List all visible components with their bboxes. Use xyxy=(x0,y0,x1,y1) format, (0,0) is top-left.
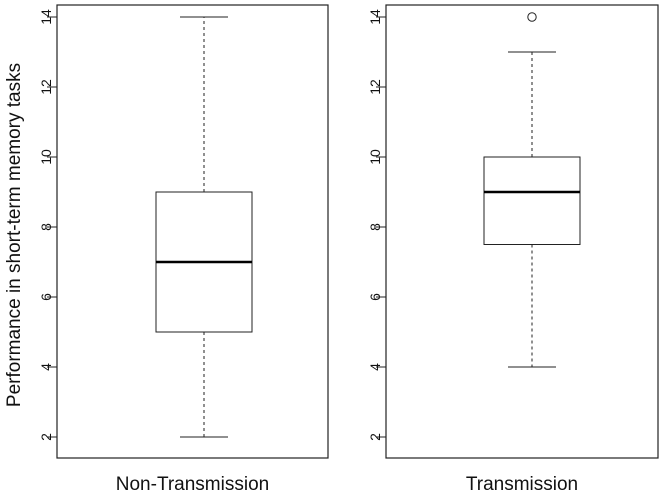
x-axis-label: Non-Transmission xyxy=(116,474,269,492)
panel-transmission: 2 4 6 8 10 12 14 Transmission xyxy=(367,4,659,492)
y-tick-label: 10 xyxy=(367,149,383,165)
y-tick-label: 8 xyxy=(38,223,54,231)
y-tick-label: 2 xyxy=(367,433,383,441)
y-tick-label: 8 xyxy=(367,223,383,231)
y-axis-label: Performance in short-term memory tasks xyxy=(4,63,25,407)
y-tick-label: 4 xyxy=(38,363,54,371)
interquartile-box xyxy=(483,156,581,245)
x-axis-label: Transmission xyxy=(466,474,578,492)
y-tick-label: 2 xyxy=(38,433,54,441)
plot-frame xyxy=(56,4,329,459)
y-tick-label: 14 xyxy=(367,9,383,25)
y-tick-label: 6 xyxy=(38,293,54,301)
panel-non-transmission: 2 4 6 8 10 12 14 Non-Transmission xyxy=(38,4,329,492)
y-tick-label: 12 xyxy=(38,79,54,95)
outlier-point xyxy=(527,12,537,22)
y-tick-label: 14 xyxy=(38,9,54,25)
y-tick-label: 12 xyxy=(367,79,383,95)
y-tick-label: 10 xyxy=(38,149,54,165)
y-tick-label: 4 xyxy=(367,363,383,371)
y-tick-label: 6 xyxy=(367,293,383,301)
plot-frame xyxy=(385,4,659,459)
